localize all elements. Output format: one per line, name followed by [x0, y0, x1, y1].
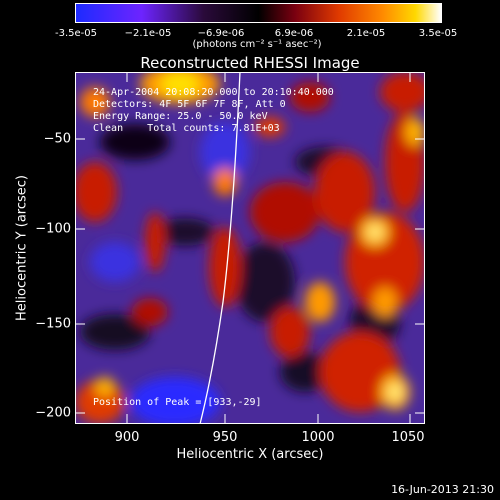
info-clean-counts: Clean Total counts: 7.81E+03: [93, 123, 280, 134]
y-tick-label: −50: [43, 131, 71, 147]
y-tick-label: −200: [35, 405, 71, 421]
y-tick-label: −150: [35, 316, 71, 332]
colorbar-tick: −6.9e-06: [197, 28, 245, 39]
emission-blobs: [75, 72, 425, 424]
image-canvas: [75, 72, 425, 424]
x-tick-label: 900: [114, 430, 140, 445]
info-time-range: 24-Apr-2004 20:08:20.000 to 20:10:40.000: [93, 87, 334, 98]
solar-limb: [199, 72, 241, 424]
x-tick-label: 1050: [391, 430, 425, 445]
colorbar-tick: -3.5e-05: [55, 28, 97, 39]
info-peak-position: Position of Peak = [933,-29]: [93, 397, 262, 408]
plot-title: Reconstructed RHESSI Image: [140, 54, 360, 72]
colorbar-tick: −2.1e-05: [124, 28, 172, 39]
plot-frame: [75, 72, 425, 424]
date-stamp: 16-Jun-2013 21:30: [391, 483, 494, 496]
info-detectors: Detectors: 4F 5F 6F 7F 8F, Att 0: [93, 99, 286, 110]
x-tick-label: 950: [212, 430, 238, 445]
colorbar: [75, 3, 442, 23]
x-axis-label: Heliocentric X (arcsec): [176, 447, 324, 462]
colorbar-tick: 2.1e-05: [346, 28, 386, 39]
y-axis-label: Heliocentric Y (arcsec): [14, 175, 30, 321]
colorbar-tick: 3.5e-05: [418, 28, 458, 39]
y-tick-label: −100: [35, 221, 71, 237]
colorbar-tick: 6.9e-06: [274, 28, 314, 39]
colorbar-units: (photons cm⁻² s⁻¹ asec⁻²): [192, 39, 322, 50]
rhessi-image: [75, 72, 425, 424]
x-tick-label: 1000: [301, 430, 335, 445]
info-energy-range: Energy Range: 25.0 - 50.0 keV: [93, 111, 268, 122]
